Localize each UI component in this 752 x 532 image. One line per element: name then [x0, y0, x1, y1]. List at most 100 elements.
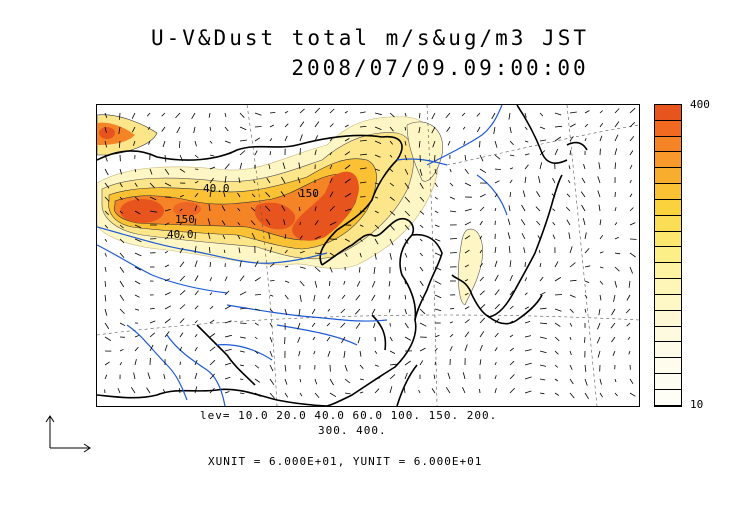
- wind-vector: [299, 378, 302, 383]
- wind-vector: [404, 182, 410, 189]
- wind-vector: [224, 176, 227, 184]
- wind-vector: [539, 378, 546, 381]
- wind-vector: [329, 221, 337, 226]
- wind-vector: [179, 290, 186, 296]
- wind-vector: [208, 204, 211, 212]
- wind-vector: [194, 305, 199, 310]
- wind-vector: [569, 150, 572, 156]
- wind-vector: [509, 387, 515, 394]
- wind-vector: [449, 168, 452, 173]
- wind-vector: [597, 350, 601, 358]
- wind-vector: [344, 193, 352, 198]
- wind-vector: [584, 308, 587, 313]
- wind-vector: [134, 252, 142, 257]
- contour-levels-line2: 300. 400.: [318, 424, 387, 437]
- wind-vector: [479, 359, 482, 366]
- wind-vector: [280, 191, 286, 198]
- wind-vector: [239, 139, 247, 142]
- wind-vector: [374, 364, 379, 367]
- wind-vector: [314, 280, 318, 288]
- wind-vector: [194, 205, 198, 212]
- wind-vector: [104, 112, 108, 118]
- wind-vector: [119, 182, 123, 188]
- wind-vector: [569, 378, 574, 385]
- wind-vector: [629, 136, 635, 142]
- wind-vector: [269, 392, 275, 399]
- wind-vector: [614, 266, 620, 272]
- wind-vector: [119, 322, 126, 327]
- wind-vector: [462, 372, 466, 380]
- wind-vector: [569, 392, 575, 399]
- contour-label: 40.0: [167, 228, 194, 241]
- wind-vector: [433, 374, 436, 380]
- wind-vector: [359, 210, 365, 212]
- wind-vector: [194, 334, 198, 338]
- wind-vector: [479, 317, 486, 324]
- wind-vector: [464, 249, 470, 254]
- wind-vector: [179, 261, 185, 268]
- wind-vector: [389, 224, 395, 231]
- wind-vector: [224, 334, 232, 338]
- wind-vector: [464, 292, 469, 296]
- wind-vector: [254, 277, 261, 282]
- wind-vector: [389, 168, 394, 172]
- wind-vector: [329, 191, 334, 198]
- wind-vector: [449, 333, 454, 338]
- wind-vector: [389, 363, 397, 366]
- wind-vector: [314, 235, 321, 240]
- wind-vector: [311, 308, 316, 315]
- wind-vector: [581, 204, 586, 212]
- wind-vector: [355, 294, 361, 301]
- wind-vector: [265, 192, 271, 198]
- wind-vector: [284, 135, 288, 142]
- graticule: [97, 105, 639, 406]
- wind-vector: [554, 136, 562, 142]
- reference-vector-icon: [45, 415, 91, 453]
- wind-vector: [314, 206, 317, 212]
- wind-vector: [254, 294, 262, 296]
- wind-vector: [568, 232, 571, 240]
- wind-vector: [239, 378, 244, 380]
- wind-vector: [194, 346, 198, 352]
- wind-vector: [509, 320, 514, 324]
- wind-vector: [104, 374, 108, 380]
- map-canvas: 40.0 150 40.0 150: [97, 105, 639, 406]
- wind-vector: [329, 108, 335, 114]
- wind-vector: [326, 322, 331, 327]
- wind-vector: [524, 140, 529, 143]
- wind-vector: [524, 164, 529, 170]
- wind-vector: [419, 308, 426, 315]
- wind-vector: [224, 112, 227, 118]
- wind-vector: [134, 266, 141, 271]
- wind-vector: [117, 387, 121, 394]
- wind-vector: [464, 235, 471, 240]
- wind-vector: [434, 154, 436, 162]
- wind-vector: [119, 252, 125, 259]
- wind-vector: [224, 376, 231, 380]
- wind-vector: [389, 308, 391, 313]
- contour-label: 150: [175, 213, 195, 226]
- wind-vector: [509, 334, 514, 338]
- wind-vector: [314, 121, 320, 128]
- wind-vector: [434, 238, 441, 242]
- wind-vector: [419, 168, 423, 176]
- wind-vector: [628, 280, 631, 288]
- wind-vector: [419, 360, 424, 366]
- wind-vector: [179, 154, 184, 162]
- wind-vector: [329, 137, 333, 142]
- wind-vector: [104, 168, 109, 176]
- wind-vector: [343, 350, 346, 358]
- wind-vector: [104, 280, 107, 287]
- wind-vector: [344, 151, 351, 156]
- wind-vector: [119, 210, 123, 214]
- wind-vector: [224, 362, 232, 366]
- wind-vector: [599, 266, 604, 269]
- wind-vector: [297, 191, 301, 198]
- wind-vector: [238, 247, 241, 254]
- wind-vector: [434, 334, 440, 338]
- wind-vector: [479, 331, 485, 338]
- wind-vector: [508, 205, 511, 212]
- wind-vector: [269, 322, 273, 328]
- wind-vector: [569, 123, 576, 128]
- wind-vector: [509, 167, 514, 170]
